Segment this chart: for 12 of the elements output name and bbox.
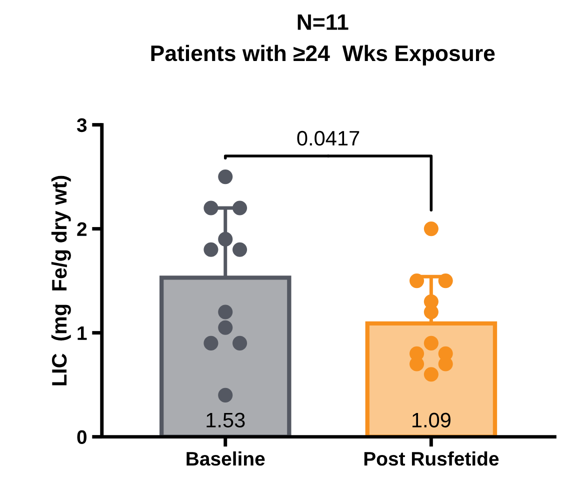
data-label: 1.09 [412, 412, 450, 428]
x-tick-label: Baseline [186, 451, 265, 466]
data-label: 1.53 [206, 412, 245, 428]
annotation: 0.0417 [297, 130, 360, 146]
y-tick-label: 2 [77, 222, 87, 236]
y-tick-label: 0 [77, 430, 86, 444]
chart-subtitle: Patients with ≥24 Wks Exposure [151, 44, 495, 66]
x-tick-label: Post Rusfetide [364, 451, 499, 466]
y-tick-label: 3 [76, 118, 87, 132]
chart-title: N=11 [298, 14, 348, 30]
y-axis-title: LIC (mg Fe/g dry wt) [51, 176, 71, 386]
y-tick-label: 1 [78, 326, 87, 340]
